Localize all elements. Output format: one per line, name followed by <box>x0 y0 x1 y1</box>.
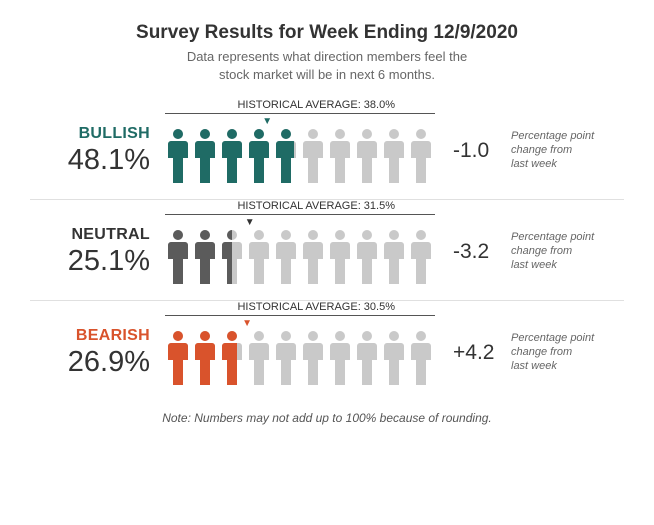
sentiment-label: BEARISH <box>30 327 150 345</box>
row-right: -1.0 Percentage pointchange fromlast week <box>435 130 624 171</box>
delta-label: Percentage pointchange fromlast week <box>511 130 594 171</box>
row-left: BULLISH48.1% <box>30 125 165 177</box>
person-icon <box>408 230 434 284</box>
historical-average: HISTORICAL AVERAGE: 30.5% <box>165 301 435 316</box>
person-icon <box>327 331 353 385</box>
person-icon <box>381 331 407 385</box>
pictogram: HISTORICAL AVERAGE: 31.5%▼ <box>165 220 435 284</box>
historical-marker-icon: ▼ <box>242 318 252 329</box>
person-icon <box>327 230 353 284</box>
sentiment-percent: 25.1% <box>30 245 150 278</box>
person-icon <box>327 129 353 183</box>
sentiment-label: NEUTRAL <box>30 226 150 244</box>
row-right: -3.2 Percentage pointchange fromlast week <box>435 231 624 272</box>
person-icon <box>300 129 326 183</box>
person-icon <box>219 331 245 385</box>
person-icon <box>381 230 407 284</box>
sentiment-percent: 48.1% <box>30 144 150 177</box>
person-icon <box>354 230 380 284</box>
row-left: NEUTRAL25.1% <box>30 226 165 278</box>
rows-container: BULLISH48.1%HISTORICAL AVERAGE: 38.0%▼-1… <box>30 111 624 401</box>
delta-value: +4.2 <box>453 341 501 365</box>
person-icon <box>273 230 299 284</box>
row-left: BEARISH26.9% <box>30 327 165 379</box>
person-icon <box>381 129 407 183</box>
row-right: +4.2 Percentage pointchange fromlast week <box>435 332 624 373</box>
people-icons <box>165 119 435 183</box>
person-icon <box>273 331 299 385</box>
page-title: Survey Results for Week Ending 12/9/2020 <box>30 22 624 44</box>
delta-value: -1.0 <box>453 139 501 163</box>
person-icon <box>219 129 245 183</box>
people-icons <box>165 321 435 385</box>
historical-marker-icon: ▼ <box>262 116 272 127</box>
person-icon <box>246 331 272 385</box>
sentiment-row: NEUTRAL25.1%HISTORICAL AVERAGE: 31.5%▼-3… <box>30 199 624 300</box>
delta-value: -3.2 <box>453 240 501 264</box>
delta-label: Percentage pointchange fromlast week <box>511 231 594 272</box>
sentiment-row: BULLISH48.1%HISTORICAL AVERAGE: 38.0%▼-1… <box>30 111 624 199</box>
sentiment-label: BULLISH <box>30 125 150 143</box>
person-icon <box>165 129 191 183</box>
person-icon <box>192 331 218 385</box>
person-icon <box>408 331 434 385</box>
historical-average: HISTORICAL AVERAGE: 31.5% <box>165 200 435 215</box>
person-icon <box>408 129 434 183</box>
person-icon <box>246 230 272 284</box>
delta-label: Percentage pointchange fromlast week <box>511 332 594 373</box>
person-icon <box>192 230 218 284</box>
person-icon <box>219 230 245 284</box>
page-subtitle: Data represents what direction members f… <box>30 48 624 83</box>
subtitle-line2: stock market will be in next 6 months. <box>219 67 435 82</box>
historical-marker-icon: ▼ <box>245 217 255 228</box>
people-icons <box>165 220 435 284</box>
footnote: Note: Numbers may not add up to 100% bec… <box>30 411 624 425</box>
subtitle-line1: Data represents what direction members f… <box>187 49 467 64</box>
historical-average: HISTORICAL AVERAGE: 38.0% <box>165 99 435 114</box>
person-icon <box>354 331 380 385</box>
person-icon <box>354 129 380 183</box>
person-icon <box>165 230 191 284</box>
person-icon <box>300 230 326 284</box>
sentiment-row: BEARISH26.9%HISTORICAL AVERAGE: 30.5%▼+4… <box>30 300 624 401</box>
sentiment-percent: 26.9% <box>30 346 150 379</box>
person-icon <box>246 129 272 183</box>
person-icon <box>165 331 191 385</box>
person-icon <box>300 331 326 385</box>
person-icon <box>273 129 299 183</box>
person-icon <box>192 129 218 183</box>
pictogram: HISTORICAL AVERAGE: 38.0%▼ <box>165 119 435 183</box>
pictogram: HISTORICAL AVERAGE: 30.5%▼ <box>165 321 435 385</box>
